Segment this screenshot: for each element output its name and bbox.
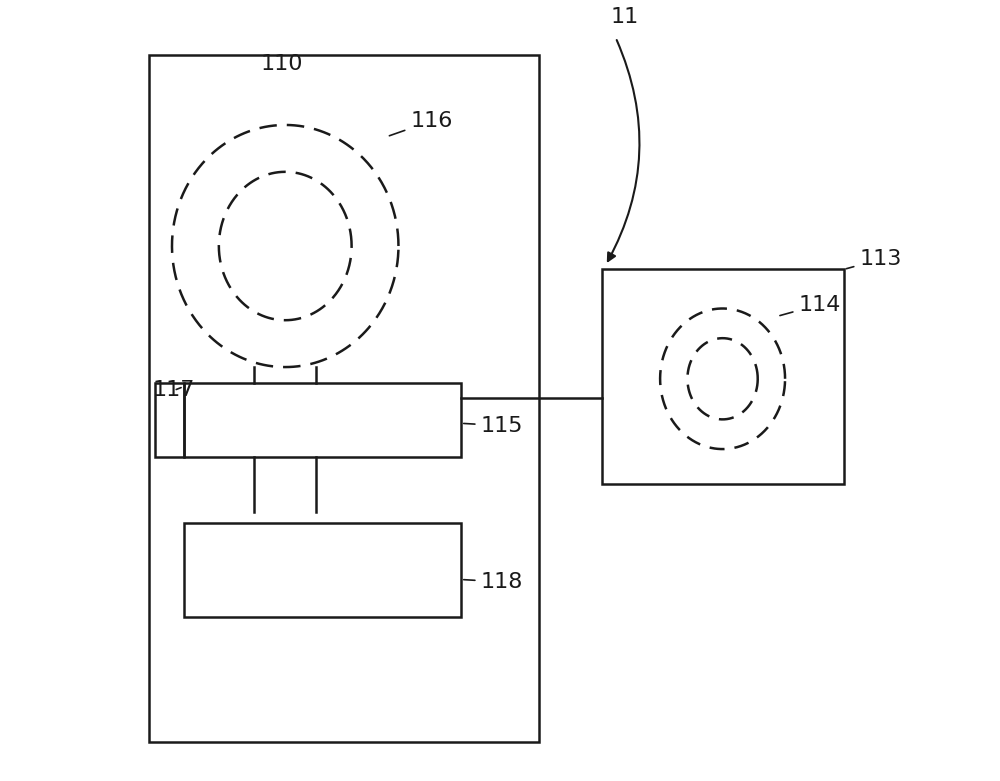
Bar xyxy=(602,269,844,484)
Text: 116: 116 xyxy=(389,111,453,136)
Text: 118: 118 xyxy=(464,572,523,592)
Text: 115: 115 xyxy=(464,415,523,436)
Bar xyxy=(184,523,461,617)
Text: 11: 11 xyxy=(611,7,639,27)
Text: 110: 110 xyxy=(260,54,303,74)
Bar xyxy=(155,383,184,457)
Bar xyxy=(184,383,461,457)
Text: 113: 113 xyxy=(846,249,902,269)
Text: 114: 114 xyxy=(780,294,841,316)
Bar xyxy=(149,55,539,742)
Text: 117: 117 xyxy=(152,380,195,401)
